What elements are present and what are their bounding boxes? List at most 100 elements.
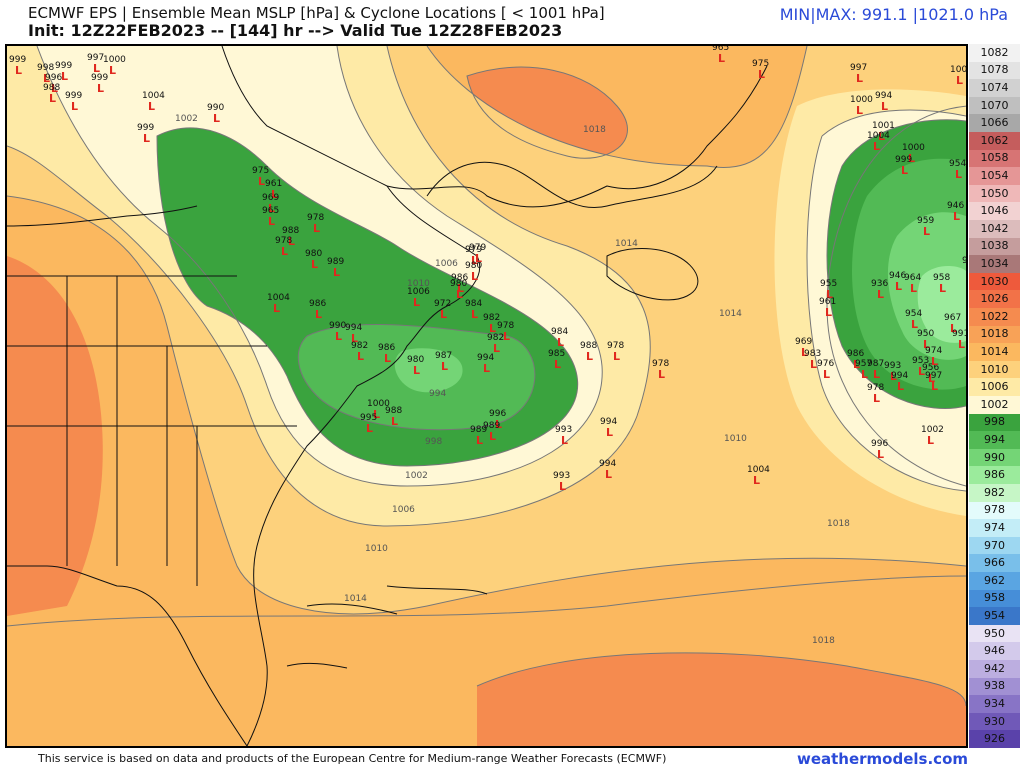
cyclone-pressure-label: 950 [917, 329, 934, 339]
cyclone-pressure-label: 995 [360, 413, 377, 423]
cyclone-pressure-label: 959 [917, 216, 934, 226]
low-marker-icon: L [605, 468, 612, 481]
colorbar-swatch [969, 466, 1020, 485]
colorbar-label: 1054 [980, 169, 1009, 182]
cyclone-pressure-label: 986 [451, 273, 468, 283]
low-marker-icon: L [43, 72, 50, 85]
cyclone-pressure-label: 999 [91, 73, 108, 83]
colorbar-label: 1006 [980, 380, 1009, 394]
cyclone-pressure-label: 957 [855, 359, 872, 369]
low-marker-icon: L [471, 270, 478, 283]
colorbar-label: 926 [984, 732, 1005, 746]
low-marker-icon: L [413, 296, 420, 309]
low-marker-icon: L [457, 282, 464, 295]
cyclone-pressure-label: 986 [378, 343, 395, 353]
low-marker-icon: L [109, 64, 116, 77]
cyclone-pressure-label: 993 [553, 471, 570, 481]
cyclone-pressure-label: 999 [137, 123, 154, 133]
colorbar-swatch [969, 378, 1020, 397]
colorbar-swatch [969, 554, 1020, 573]
colorbar-swatch [969, 114, 1020, 133]
cyclone-pressure-label: 982 [351, 341, 368, 351]
low-marker-icon: L [881, 100, 888, 113]
cyclone-pressure-label: 1004 [867, 131, 890, 141]
colorbar-swatch [969, 290, 1020, 309]
cyclone-pressure-label: 965 [262, 206, 279, 216]
cyclone-pressure-label: 954 [949, 159, 966, 169]
cyclone-pressure-label: 1000 [950, 65, 966, 75]
isobar-lines [7, 46, 966, 707]
colorbar-swatch [969, 272, 1020, 291]
cyclone-pressure-label: 999 [65, 91, 82, 101]
colorbar-label: 1074 [980, 81, 1009, 94]
coastlines [7, 46, 768, 746]
colorbar-label: 954 [984, 609, 1005, 622]
colorbar-label: 966 [984, 556, 1005, 570]
low-marker-icon: L [315, 308, 322, 321]
cyclone-pressure-label: 999 [9, 55, 26, 65]
low-marker-icon: L [890, 370, 897, 383]
colorbar-label: 1066 [980, 116, 1009, 130]
brand-link[interactable]: weathermodels.com [796, 750, 968, 768]
colorbar-label: 1082 [980, 45, 1009, 59]
cyclone-pressure-label: 976 [817, 359, 834, 369]
cyclone-pressure-label: 994 [345, 323, 362, 333]
low-marker-icon: L [911, 318, 918, 331]
colorbar-swatch [969, 589, 1020, 608]
cyclone-pressure-label: 999 [55, 61, 72, 71]
low-marker-icon: L [557, 336, 564, 349]
cyclone-pressure-label: 1002 [921, 425, 944, 435]
colorbar-label: 1038 [980, 239, 1009, 253]
low-marker-icon: L [928, 372, 935, 385]
low-marker-icon: L [351, 332, 358, 345]
low-marker-icon: L [97, 82, 104, 95]
isobar-label: 1018 [812, 636, 835, 646]
low-marker-icon: L [877, 288, 884, 301]
cyclone-pressure-label: 994 [891, 371, 908, 381]
cyclone-pressure-label: 978 [497, 321, 514, 331]
low-marker-icon: L [51, 82, 58, 95]
low-marker-icon: L [901, 164, 908, 177]
colorbar-swatch [969, 149, 1020, 168]
high-pressure-southeast [477, 652, 966, 746]
cyclone-pressure-label: 946 [947, 201, 964, 211]
cyclone-pressure-label: 998 [37, 63, 54, 73]
isobar-label: 1002 [175, 114, 198, 124]
colorbar-swatch [969, 712, 1020, 731]
isobar-label: 1002 [405, 471, 428, 481]
colorbar-label: 1002 [980, 397, 1009, 411]
low-marker-icon: L [861, 368, 868, 381]
low-marker-icon: L [483, 362, 490, 375]
low-marker-icon: L [391, 415, 398, 428]
low-marker-icon: L [471, 254, 478, 267]
low-marker-icon: L [281, 245, 288, 258]
colorbar-swatch [969, 448, 1020, 467]
cyclone-pressure-label: 990 [329, 321, 346, 331]
colorbar-label: 950 [984, 626, 1005, 640]
colorbar-label: 1034 [980, 257, 1009, 270]
colorbar-label: 982 [984, 485, 1005, 499]
cyclone-pressure-label: 964 [904, 273, 921, 283]
low-marker-icon: L [357, 350, 364, 363]
colorbar-label: 1062 [980, 133, 1009, 147]
low-marker-icon: L [853, 358, 860, 371]
low-marker-icon: L [288, 235, 295, 248]
pressure-colorbar: 1082 1078 1074 1070 1066 1062 1058 1054 1050 1046… [969, 44, 1020, 749]
cyclone-pressure-label: 983 [804, 349, 821, 359]
cyclone-pressure-label: 1000 [902, 143, 925, 153]
low-986-atlantic [917, 266, 966, 343]
cyclone-pressure-label: 984 [465, 299, 482, 309]
low-marker-icon: L [384, 352, 391, 365]
low-marker-icon: L [958, 338, 965, 351]
isobar-label: 1014 [615, 239, 638, 249]
low-marker-icon: L [895, 280, 902, 293]
low-marker-icon: L [273, 302, 280, 315]
low-marker-icon: L [923, 225, 930, 238]
low-marker-icon: L [413, 364, 420, 377]
low-marker-icon: L [93, 62, 100, 75]
colorbar-label: 1030 [980, 274, 1009, 288]
low-marker-icon: L [493, 342, 500, 355]
map-panel: 1002 1018 1014 1006 1010 994 998 1002 1006 1010 10… [5, 44, 968, 748]
colorbar-swatch [969, 184, 1020, 203]
isobar-label: 998 [425, 437, 442, 447]
